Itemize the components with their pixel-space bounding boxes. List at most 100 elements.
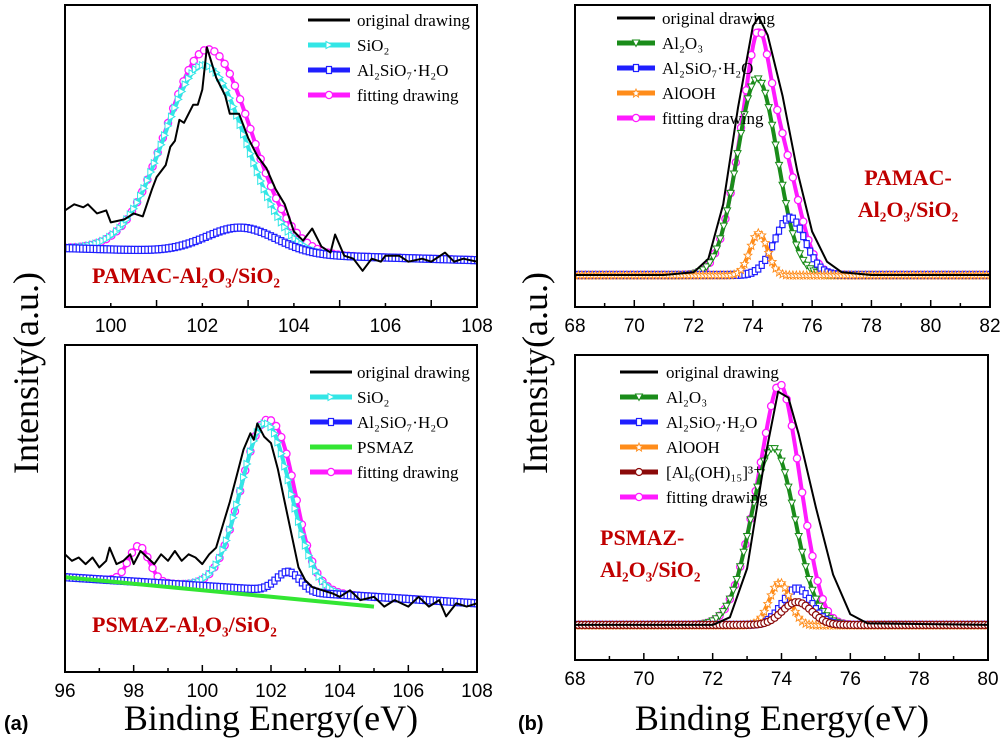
marker-tri-down (777, 457, 786, 466)
sample-label: PSMAZ- (600, 525, 684, 550)
marker-tri-down (753, 75, 763, 84)
x-tick-label: 74 (771, 669, 793, 690)
x-tick-label: 78 (861, 316, 882, 337)
marker-tri-right (250, 158, 259, 168)
marker-circle (799, 217, 808, 226)
marker-tri-down (784, 483, 793, 492)
marker-tri-down (797, 548, 807, 557)
x-tick-label: 104 (324, 681, 356, 702)
plot-area (65, 415, 477, 618)
marker-tri-down (715, 235, 725, 244)
legend-item: Al₂SiO₇·H₂O (620, 413, 757, 432)
marker-tri-right (253, 167, 262, 177)
marker-tri-right (257, 176, 266, 186)
marker-tri-right (246, 149, 255, 159)
marker-circle (230, 81, 240, 90)
series-0 (65, 422, 477, 618)
marker-tri-right (270, 429, 279, 438)
marker-tri-right (305, 551, 314, 560)
series-line (65, 46, 477, 272)
x-tick-label: 100 (186, 681, 218, 702)
marker-circle (246, 124, 255, 134)
marker-tri-down (705, 259, 715, 268)
marker-star (763, 247, 774, 258)
plot-frame (64, 4, 478, 308)
marker-tri-down (719, 222, 729, 231)
marker-square (803, 239, 810, 249)
marker-tri-down (798, 256, 808, 265)
legend-item: Al₂SiO₇·H₂O (617, 59, 753, 78)
marker-tri-right (270, 206, 279, 216)
sample-label: PSMAZ-Al₂O₃/SiO₂ (92, 612, 277, 637)
marker-tri-right (243, 139, 252, 149)
marker-circle (792, 454, 802, 463)
x-tick-label: 76 (802, 316, 823, 337)
marker-circle (767, 78, 777, 88)
marker-tri-down (781, 200, 791, 209)
legend-label: PSMAZ (357, 438, 414, 457)
x-tick-label: 74 (742, 316, 764, 337)
legend-item: AlOOH (617, 84, 716, 103)
marker-tri-right (236, 120, 245, 130)
legend-item: original drawing (308, 11, 470, 30)
marker-circle (803, 521, 812, 531)
marker-half-circle (634, 467, 644, 477)
series-line (65, 47, 477, 263)
marker-square (796, 224, 803, 233)
marker-star (746, 240, 757, 251)
y-axis-label-a: Intensity(a.u.) (6, 272, 46, 474)
marker-tri-down (747, 83, 756, 92)
marker-tri-right (133, 198, 142, 207)
legend-item: fitting drawing (617, 109, 764, 128)
legend-label: fitting drawing (666, 488, 768, 507)
legend: original drawing SiO₂ Al₂SiO₇·H₂O PSMAZ fitt… (310, 363, 470, 482)
marker-tri-down (736, 130, 746, 139)
marker-star (760, 237, 771, 248)
plot-frame (574, 354, 989, 661)
marker-tri-right (161, 130, 170, 140)
x-tick-label: 102 (255, 681, 287, 702)
sample-label: Al₂O₃/SiO₂ (858, 197, 959, 222)
marker-star (766, 589, 777, 601)
panel-label-b: (b) (518, 713, 544, 735)
marker-tri-right (216, 553, 225, 563)
marker-tri-right (274, 438, 283, 447)
marker-tri-down (743, 95, 753, 104)
marker-tri-down (740, 111, 749, 120)
marker-circle (240, 109, 250, 119)
y-axis-label-b: Intensity(a.u.) (515, 272, 555, 474)
series-line (65, 422, 477, 618)
plot-area (575, 16, 990, 281)
marker-tri-right (174, 94, 183, 104)
marker-tri-down (790, 516, 800, 525)
x-tick-label: 106 (392, 681, 424, 702)
legend-label: Al₂SiO₇·H₂O (357, 61, 448, 80)
marker-circle (148, 563, 157, 573)
x-axis-label-a: Binding Energy(eV) (124, 698, 418, 738)
marker-tri-right (181, 80, 190, 89)
sample-label: Al₂O₃/SiO₂ (600, 557, 701, 582)
marker-square (762, 255, 769, 265)
x-tick-label: 68 (564, 316, 585, 337)
marker-star (759, 606, 770, 617)
x-tick-label: 70 (624, 316, 645, 337)
legend-item: SiO₂ (310, 388, 389, 407)
marker-square (772, 234, 779, 243)
marker-tri-down (708, 253, 718, 262)
marker-circle (783, 150, 792, 160)
marker-tri-right (229, 513, 238, 523)
marker-circle (773, 105, 782, 115)
series-5 (575, 380, 988, 630)
sample-label: PAMAC- (864, 165, 952, 190)
legend: original drawing Al₂O₃ Al₂SiO₇·H₂O AlOOH [Al… (620, 363, 779, 507)
subplot-1: 100 102 104 106 108 original drawing SiO₂ Al₂Si… (64, 4, 493, 337)
marker-tri-down (757, 79, 767, 88)
marker-tri-down (732, 575, 742, 585)
marker-star (742, 250, 753, 261)
marker-circle (818, 594, 828, 604)
marker-star (793, 612, 804, 623)
marker-tri-right (277, 449, 286, 458)
series-0 (575, 16, 990, 276)
